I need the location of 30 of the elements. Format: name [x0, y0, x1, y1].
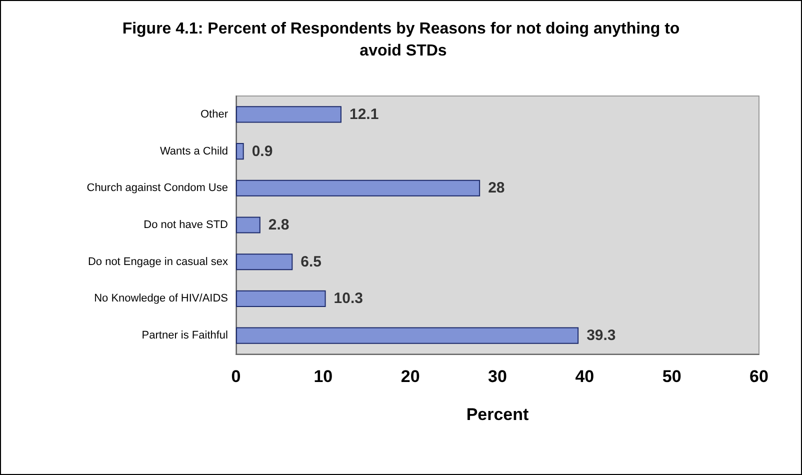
bar [236, 180, 480, 196]
x-tick-label: 0 [231, 367, 241, 386]
x-axis-title: Percent [466, 405, 530, 424]
chart-title: Figure 4.1: Percent of Respondents by Reasons for not doing anything to avoid STDs [122, 20, 680, 60]
bar [236, 106, 342, 123]
y-tick-label: Other [200, 108, 228, 120]
bar [236, 290, 326, 308]
data-label: 39.3 [586, 327, 616, 344]
x-tick-label: 10 [314, 367, 333, 386]
bar [236, 216, 260, 234]
data-label: 6.5 [300, 253, 322, 270]
x-tick-label: 30 [488, 367, 507, 386]
data-label: 0.9 [252, 142, 273, 160]
x-tick-label: 60 [750, 367, 768, 386]
bar [236, 327, 579, 344]
bar [236, 142, 244, 160]
y-tick-label: Church against Condom Use [86, 182, 228, 194]
data-label: 28 [488, 180, 505, 197]
x-tick-label: 20 [400, 367, 420, 386]
y-tick-label: No Knowledge of HIV/AIDS [94, 292, 228, 305]
y-tick-label: Partner is Faithful [142, 330, 228, 342]
data-label: 12.1 [349, 106, 379, 123]
x-tick-label: 50 [662, 367, 682, 386]
data-label: 10.3 [334, 290, 363, 308]
y-tick-label: Do not have STD [144, 219, 228, 231]
x-tick-label: 40 [575, 367, 594, 386]
y-tick-label: Do not Engage in casual sex [88, 256, 228, 268]
data-label: 2.8 [268, 216, 290, 234]
bar [236, 254, 293, 270]
y-tick-label: Wants a Child [160, 145, 228, 158]
